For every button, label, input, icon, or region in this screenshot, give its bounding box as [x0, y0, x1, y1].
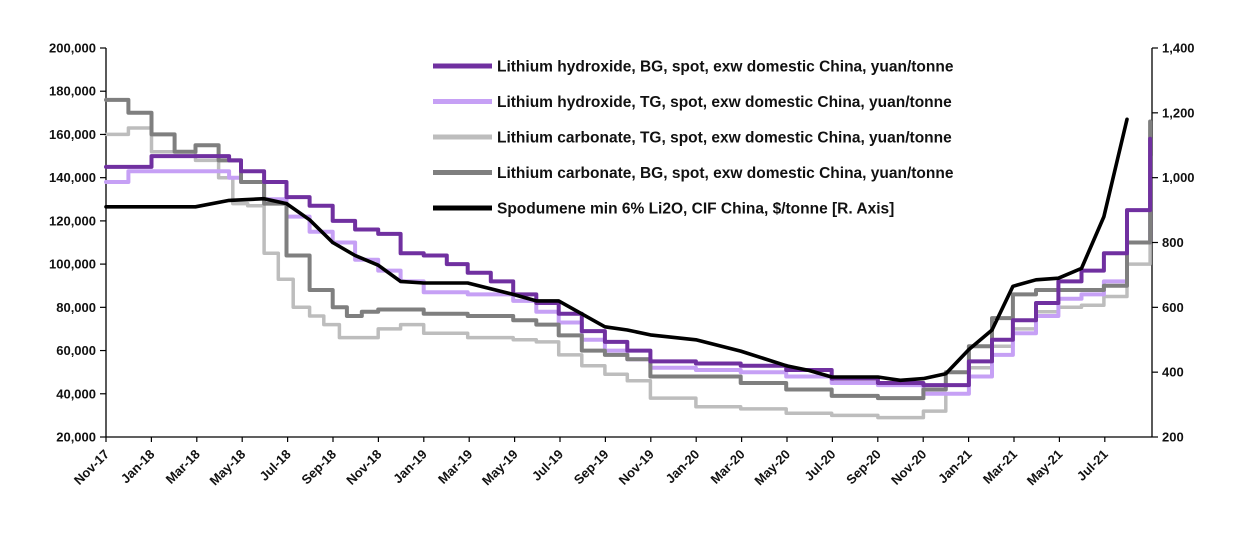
left-y-tick-label: 60,000: [56, 343, 96, 358]
x-tick-label: May-18: [207, 447, 249, 489]
right-y-tick-label: 1,400: [1162, 41, 1195, 56]
legend-label: Lithium carbonate, BG, spot, exw domesti…: [497, 165, 954, 182]
x-tick-label: Nov-19: [616, 447, 657, 488]
right-y-tick-label: 1,000: [1162, 170, 1195, 185]
legend-label: Lithium hydroxide, TG, spot, exw domesti…: [497, 94, 952, 111]
x-tick-label: Jan-20: [663, 447, 703, 487]
x-tick-label: Mar-20: [707, 447, 747, 487]
right-y-tick-label: 1,200: [1162, 105, 1195, 120]
x-tick-label: Sep-18: [298, 447, 339, 488]
x-tick-label: Jul-18: [257, 447, 294, 484]
x-tick-label: Jan-18: [118, 447, 158, 487]
x-tick-label: Jan-21: [935, 447, 975, 487]
series-line-4: [104, 97, 1153, 401]
legend-label: Spodumene min 6% Li2O, CIF China, $/tonn…: [497, 201, 894, 218]
x-tick-label: Jul-19: [529, 447, 566, 484]
series-line-1: [104, 136, 1153, 388]
x-tick-label: May-21: [1024, 447, 1066, 489]
right-y-tick-label: 600: [1162, 300, 1184, 315]
x-tick-label: Mar-21: [980, 447, 1020, 487]
left-y-tick-label: 80,000: [56, 300, 96, 315]
legend-label: Lithium hydroxide, BG, spot, exw domesti…: [497, 59, 954, 76]
right-y-tick-label: 800: [1162, 235, 1184, 250]
x-tick-label: May-20: [751, 447, 793, 489]
series-line-3: [104, 126, 1152, 420]
x-tick-label: Nov-17: [71, 447, 112, 488]
right-y-tick-label: 200: [1162, 430, 1184, 445]
x-tick-label: Jul-21: [1074, 447, 1111, 484]
legend-label: Lithium carbonate, TG, spot, exw domesti…: [497, 130, 952, 147]
x-tick-label: Nov-20: [888, 447, 929, 488]
x-tick-label: Mar-19: [435, 447, 475, 487]
x-tick-label: Nov-18: [343, 447, 384, 488]
left-y-tick-label: 180,000: [49, 84, 96, 99]
series-line-2: [104, 154, 1153, 396]
x-tick-label: Jul-20: [801, 447, 838, 484]
x-tick-label: Mar-18: [163, 447, 203, 487]
left-y-tick-label: 140,000: [49, 170, 96, 185]
left-y-tick-label: 200,000: [49, 41, 96, 56]
x-tick-label: Jan-19: [390, 447, 430, 487]
x-tick-label: Sep-20: [843, 447, 884, 488]
left-y-tick-label: 40,000: [56, 386, 96, 401]
series-line-5: [104, 117, 1129, 383]
left-y-tick-label: 20,000: [56, 430, 96, 445]
left-y-tick-label: 160,000: [49, 127, 96, 142]
x-tick-label: May-19: [479, 447, 521, 489]
right-y-tick-label: 400: [1162, 365, 1184, 380]
legend: Lithium hydroxide, BG, spot, exw domesti…: [433, 59, 954, 218]
left-y-tick-label: 100,000: [49, 257, 96, 272]
left-y-tick-label: 120,000: [49, 213, 96, 228]
x-tick-label: Sep-19: [571, 447, 612, 488]
series-lines: [104, 97, 1153, 420]
